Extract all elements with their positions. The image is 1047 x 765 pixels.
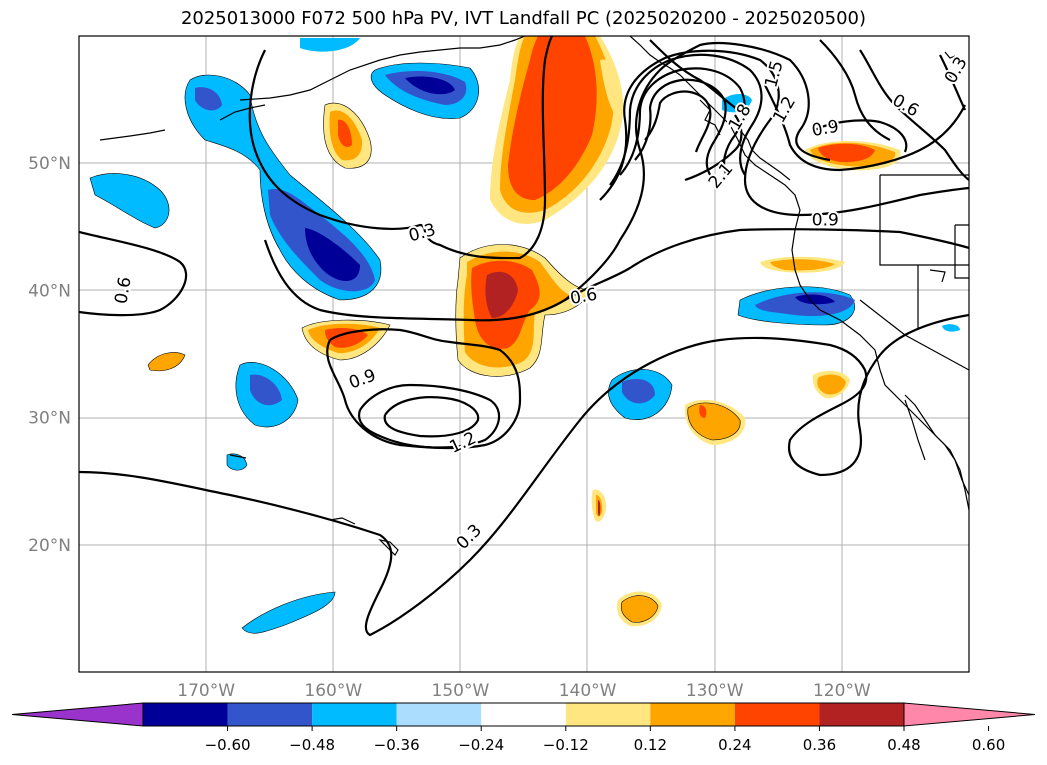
coastlines	[99, 36, 969, 556]
colorbar-extend-low	[11, 702, 144, 727]
contour-label: 1.2	[446, 428, 479, 458]
colorbar-tick-label: −0.48	[289, 736, 335, 754]
map-frame	[78, 35, 970, 673]
latitude-label: 50°N	[28, 154, 71, 174]
map-plot-area	[79, 36, 969, 672]
colorbar-swatch	[565, 703, 651, 726]
colorbar-tick-label: 0.36	[803, 736, 836, 754]
colorbar-tick-label: −0.36	[374, 736, 420, 754]
longitude-label: 160°W	[304, 681, 362, 701]
colorbar-swatch	[227, 703, 313, 726]
longitude-label: 140°W	[559, 681, 617, 701]
pv-negative-anomalies	[89, 38, 960, 634]
colorbar-tick-label: 0.60	[972, 736, 1005, 754]
latitude-label: 30°N	[28, 409, 71, 429]
contour-label: 0.9	[810, 117, 840, 141]
colorbar-tick-label: −0.24	[458, 736, 504, 754]
contour-label: 2.1	[705, 159, 738, 193]
colorbar-swatch	[481, 703, 566, 726]
longitude-label: 150°W	[432, 681, 490, 701]
latitude-label: 40°N	[28, 281, 71, 301]
contour-label: 0.6	[111, 275, 135, 305]
colorbar-tick-label: 0.48	[887, 736, 920, 754]
contour-label: 0.6	[889, 91, 922, 122]
ivt-contours	[79, 36, 969, 637]
colorbar-tick-label: −0.12	[543, 736, 589, 754]
colorbar-tick-label: 0.24	[718, 736, 751, 754]
figure-title: 2025013000 F072 500 hPa PV, IVT Landfall…	[180, 8, 867, 29]
contour-label: 0.6	[569, 285, 599, 309]
contour-label: 0.9	[346, 365, 378, 393]
contour-label: 0.9	[812, 210, 839, 230]
longitude-label: 120°W	[813, 681, 871, 701]
longitude-label: 170°W	[177, 681, 235, 701]
contour-label: 0.3	[941, 54, 972, 87]
colorbar: −0.60 −0.48 −0.36 −0.24 −0.12 0.12 0.24 0.36 0.4…	[11, 702, 1036, 754]
latitude-label: 20°N	[28, 536, 71, 556]
colorbar-tick-label: 0.12	[634, 736, 667, 754]
colorbar-outline	[142, 702, 905, 727]
colorbar-extend-high	[903, 702, 1036, 727]
colorbar-swatch	[819, 703, 904, 726]
longitude-label: 130°W	[686, 681, 744, 701]
pv-positive-anomalies	[147, 36, 901, 627]
contour-label: 1.2	[769, 93, 800, 126]
colorbar-swatch	[734, 703, 820, 726]
colorbar-swatch	[312, 703, 397, 726]
colorbar-swatch	[143, 703, 228, 726]
colorbar-swatch	[396, 703, 482, 726]
colorbar-swatch	[650, 703, 735, 726]
colorbar-tick-label: −0.60	[205, 736, 251, 754]
longitude-labels: 170°W 160°W 150°W 140°W 130°W 120°W	[177, 681, 871, 701]
latitude-labels: 50°N 40°N 30°N 20°N	[28, 154, 71, 556]
